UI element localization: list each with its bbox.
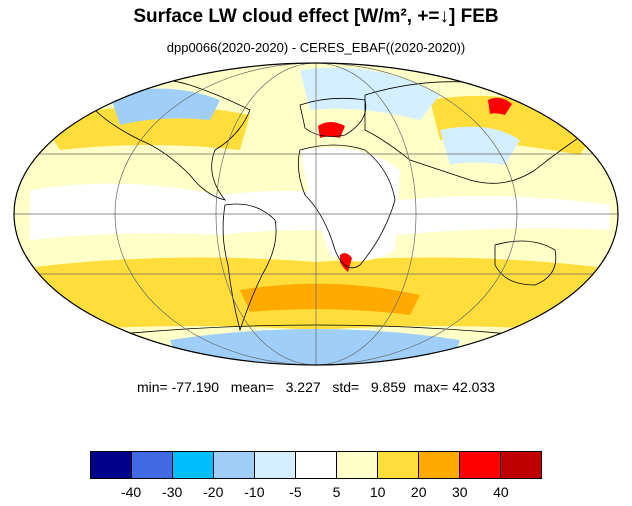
field-patch-red-asia bbox=[488, 97, 512, 115]
stat-max-label: max= bbox=[413, 379, 449, 395]
colorbar-swatch-1 bbox=[132, 452, 173, 478]
colorbar-tick-label: -30 bbox=[162, 484, 183, 500]
colorbar-tick-label: 5 bbox=[332, 484, 341, 500]
colorbar-swatch-3 bbox=[214, 452, 255, 478]
stats-line: min= -77.190 mean= 3.227 std= 9.859 max=… bbox=[0, 379, 632, 395]
colorbar-swatch-0 bbox=[91, 452, 132, 478]
field-patch-orange-south bbox=[240, 283, 420, 315]
field-patch-red-europe bbox=[318, 122, 345, 138]
stat-std: 9.859 bbox=[370, 379, 406, 395]
plot-subtitle: dpp0066(2020-2020) - CERES_EBAF((2020-20… bbox=[166, 40, 466, 55]
coast-europe bbox=[299, 97, 367, 137]
colorbar-ticks: -40 -30 -20 -10 -5 5 10 20 30 40 bbox=[0, 484, 632, 504]
plot-title: Surface LW cloud effect [W/m², +=↓] FEB bbox=[133, 6, 499, 27]
stat-mean: 3.227 bbox=[285, 379, 321, 395]
coast-antarctica bbox=[109, 324, 521, 336]
colorbar-tick-label: 10 bbox=[369, 484, 386, 500]
colorbar-tick-label: -10 bbox=[244, 484, 265, 500]
colorbar-swatch-8 bbox=[419, 452, 460, 478]
colorbar-tick-label: -5 bbox=[289, 484, 302, 500]
colorbar-swatch-4 bbox=[255, 452, 296, 478]
colorbar-swatch-6 bbox=[337, 452, 378, 478]
field-patch-africa bbox=[300, 147, 400, 262]
colorbar-tick-label: -20 bbox=[203, 484, 224, 500]
field-patch-blue-asia bbox=[440, 126, 520, 165]
globe-outline bbox=[13, 62, 619, 366]
field-patch-blue-antarctic bbox=[170, 329, 460, 365]
coast-africa bbox=[297, 144, 396, 269]
colorbar-tick-label: 20 bbox=[410, 484, 427, 500]
colorbar bbox=[90, 451, 542, 479]
coast-north-america bbox=[94, 78, 251, 201]
stat-max: 42.033 bbox=[452, 379, 496, 395]
world-map bbox=[13, 62, 619, 366]
colorbar-swatch-10 bbox=[501, 452, 541, 478]
coast-south-america bbox=[222, 203, 277, 332]
colorbar-tick-label: 40 bbox=[493, 484, 509, 500]
stat-min: -77.190 bbox=[171, 379, 220, 395]
stat-min-label: min= bbox=[136, 379, 168, 395]
colorbar-swatch-5 bbox=[296, 452, 337, 478]
coast-australia bbox=[494, 240, 557, 286]
stat-std-label: std= bbox=[332, 379, 360, 395]
colorbar-swatch-9 bbox=[460, 452, 501, 478]
colorbar-swatch-2 bbox=[173, 452, 214, 478]
field-patch-blue-canada bbox=[110, 88, 220, 125]
colorbar-tick-label: -40 bbox=[120, 484, 142, 500]
colorbar-swatch-7 bbox=[378, 452, 419, 478]
colorbar-tick-label: 30 bbox=[452, 484, 468, 500]
graticule bbox=[14, 63, 618, 365]
stat-mean-label: mean= bbox=[230, 379, 274, 395]
